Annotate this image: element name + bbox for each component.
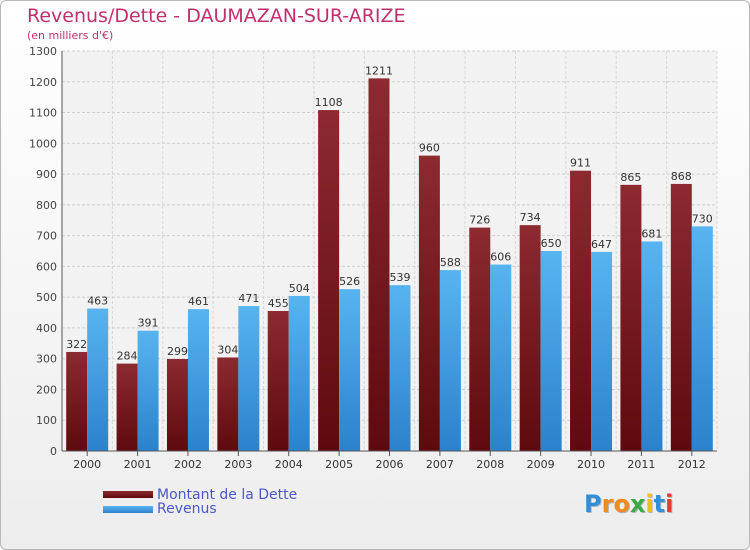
x-tick-label: 2002 [174,458,202,471]
bar-revenus [238,306,260,451]
data-label-debt: 868 [671,170,692,183]
y-tick-label: 700 [36,230,57,243]
x-tick-label: 2004 [275,458,303,471]
x-tick-label: 2007 [426,458,454,471]
x-tick-label: 2009 [527,458,555,471]
data-label-revenus: 650 [541,237,562,250]
chart-subtitle: (en milliers d'€) [27,29,114,42]
bar-revenus [87,308,109,451]
x-tick-label: 2006 [376,458,404,471]
data-label-revenus: 730 [692,212,713,225]
x-tick-label: 2000 [73,458,101,471]
y-tick-label: 0 [50,445,57,458]
bar-debt [217,357,239,451]
bar-revenus [339,289,361,451]
bar-debt [116,363,138,451]
bar-revenus [137,330,159,451]
data-label-revenus: 681 [641,227,662,240]
bar-revenus [288,295,310,451]
data-label-revenus: 606 [490,251,511,264]
bar-debt [469,227,491,451]
chart-title: Revenus/Dette - DAUMAZAN-SUR-ARIZE [27,5,406,27]
logo-letter: P [584,490,602,518]
y-tick-label: 200 [36,383,57,396]
data-label-revenus: 526 [339,275,360,288]
logo-letter: t [653,490,666,518]
bar-revenus [641,241,663,451]
data-label-debt: 734 [520,211,541,224]
legend-label-revenus: Revenus [157,501,217,517]
logo-letter: r [601,490,614,518]
bar-debt [166,359,188,451]
bar-debt [66,351,88,451]
x-tick-label: 2012 [678,458,706,471]
bar-debt [670,183,692,451]
legend-swatch-debt [103,491,153,498]
y-tick-label: 100 [36,414,57,427]
axes: 0 100 200 300 400 500 600 700 800 900 1000 1100 1200… [29,45,717,471]
bars [66,78,713,452]
data-label-debt: 1108 [315,96,343,109]
y-tick-label: 300 [36,353,57,366]
y-tick-label: 1000 [29,137,57,150]
logo-letter: o [613,490,630,518]
y-tick-label: 500 [36,291,57,304]
proxiti-logo: Proxiti [584,490,673,518]
data-label-debt: 284 [117,350,138,363]
bar-revenus [691,226,713,451]
legend-label-debt: Montant de la Dette [157,487,298,503]
bar-revenus [591,251,613,451]
x-tick-label: 2001 [124,458,152,471]
legend-swatch-revenus [103,506,153,513]
bar-revenus [439,270,461,451]
bar-revenus [187,309,209,451]
bar-debt [620,184,642,451]
x-tick-label: 2003 [224,458,252,471]
data-label-revenus: 539 [390,271,411,284]
logo-letter: i [645,490,654,518]
y-tick-label: 900 [36,168,57,181]
x-tick-label: 2005 [325,458,353,471]
data-label-revenus: 588 [440,256,461,269]
bar-debt [519,225,541,451]
bar-revenus [389,285,411,451]
bar-revenus [490,264,512,451]
data-label-revenus: 504 [289,282,310,295]
bar-debt [318,110,340,452]
y-tick-label: 1300 [29,45,57,58]
data-label-debt: 455 [268,297,289,310]
x-tick-label: 2011 [627,458,655,471]
bar-debt [368,78,390,451]
data-label-revenus: 471 [238,292,259,305]
logo-letter: i [665,490,674,518]
bar-revenus [540,251,562,451]
y-tick-label: 1200 [29,76,57,89]
logo-letter: x [629,490,646,518]
x-tick-label: 2010 [577,458,605,471]
data-label-revenus: 461 [188,295,209,308]
data-label-revenus: 647 [591,238,612,251]
bar-debt [418,155,440,451]
bar-debt [267,311,289,451]
data-label-debt: 299 [167,345,188,358]
y-tick-label: 400 [36,322,57,335]
y-tick-label: 600 [36,260,57,273]
x-tick-label: 2008 [476,458,504,471]
data-label-debt: 911 [570,157,591,170]
data-label-debt: 322 [66,338,87,351]
data-label-revenus: 391 [138,317,159,330]
data-label-debt: 1211 [365,64,393,77]
data-label-debt: 726 [469,214,490,227]
bar-debt [570,170,592,451]
y-tick-label: 1100 [29,107,57,120]
data-label-revenus: 463 [87,295,108,308]
data-label-debt: 304 [217,343,238,356]
data-label-debt: 960 [419,142,440,155]
y-tick-label: 800 [36,199,57,212]
data-label-debt: 865 [620,171,641,184]
